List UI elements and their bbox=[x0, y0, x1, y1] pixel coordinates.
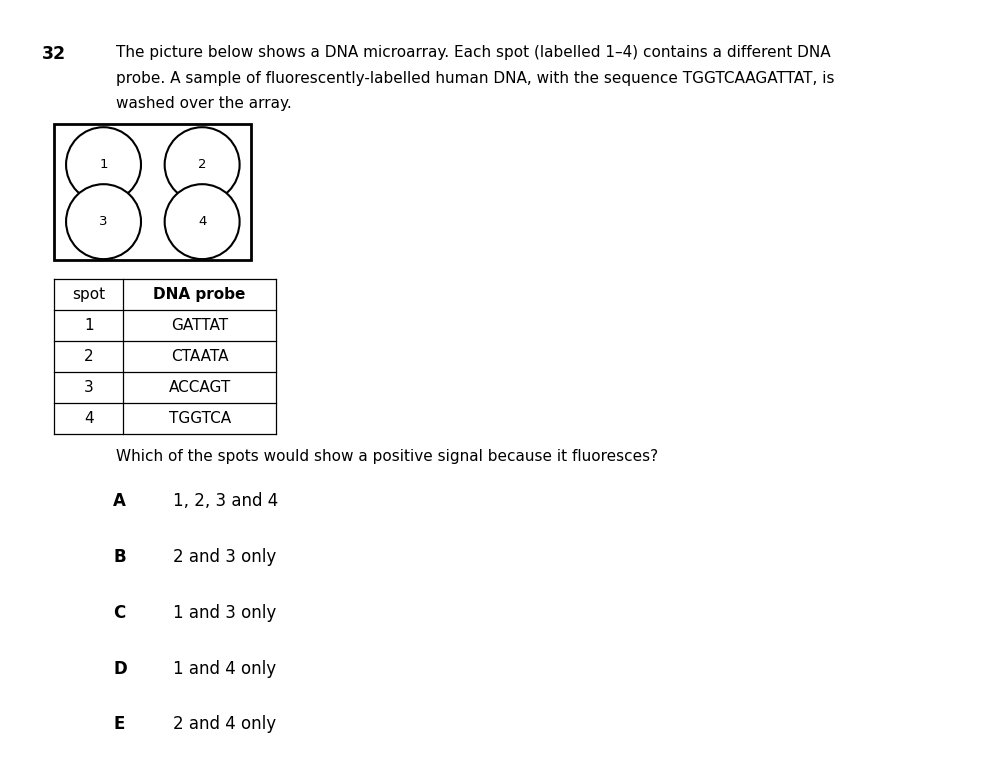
Text: 2 and 4 only: 2 and 4 only bbox=[173, 715, 276, 733]
Text: 4: 4 bbox=[198, 215, 206, 228]
Text: A: A bbox=[113, 492, 126, 510]
Ellipse shape bbox=[165, 127, 240, 202]
Ellipse shape bbox=[66, 127, 141, 202]
Text: TGGTCA: TGGTCA bbox=[169, 411, 231, 426]
Text: 2: 2 bbox=[84, 349, 94, 364]
Text: 3: 3 bbox=[84, 380, 94, 395]
Text: D: D bbox=[113, 660, 127, 677]
Bar bbox=[54, 124, 251, 260]
Text: C: C bbox=[113, 604, 125, 622]
Text: DNA probe: DNA probe bbox=[154, 287, 246, 302]
Text: Which of the spots would show a positive signal because it fluoresces?: Which of the spots would show a positive… bbox=[116, 449, 659, 464]
Text: B: B bbox=[113, 548, 126, 566]
Text: 4: 4 bbox=[84, 411, 94, 426]
Text: E: E bbox=[113, 715, 125, 733]
Text: 32: 32 bbox=[41, 45, 65, 63]
Text: probe. A sample of fluorescently-labelled human DNA, with the sequence TGGTCAAGA: probe. A sample of fluorescently-labelle… bbox=[116, 71, 835, 85]
Text: 3: 3 bbox=[100, 215, 107, 228]
Text: ACCAGT: ACCAGT bbox=[169, 380, 231, 395]
Text: 2 and 3 only: 2 and 3 only bbox=[173, 548, 276, 566]
Text: 1 and 4 only: 1 and 4 only bbox=[173, 660, 276, 677]
Text: 1 and 3 only: 1 and 3 only bbox=[173, 604, 276, 622]
Text: spot: spot bbox=[72, 287, 106, 302]
Ellipse shape bbox=[66, 184, 141, 259]
Text: 1: 1 bbox=[100, 158, 107, 171]
Text: 1, 2, 3 and 4: 1, 2, 3 and 4 bbox=[173, 492, 278, 510]
Text: The picture below shows a DNA microarray. Each spot (labelled 1–4) contains a di: The picture below shows a DNA microarray… bbox=[116, 45, 831, 60]
Ellipse shape bbox=[165, 184, 240, 259]
Text: GATTAT: GATTAT bbox=[172, 318, 228, 333]
Text: 2: 2 bbox=[198, 158, 206, 171]
Text: CTAATA: CTAATA bbox=[171, 349, 229, 364]
Text: washed over the array.: washed over the array. bbox=[116, 96, 292, 111]
Text: 1: 1 bbox=[84, 318, 94, 333]
